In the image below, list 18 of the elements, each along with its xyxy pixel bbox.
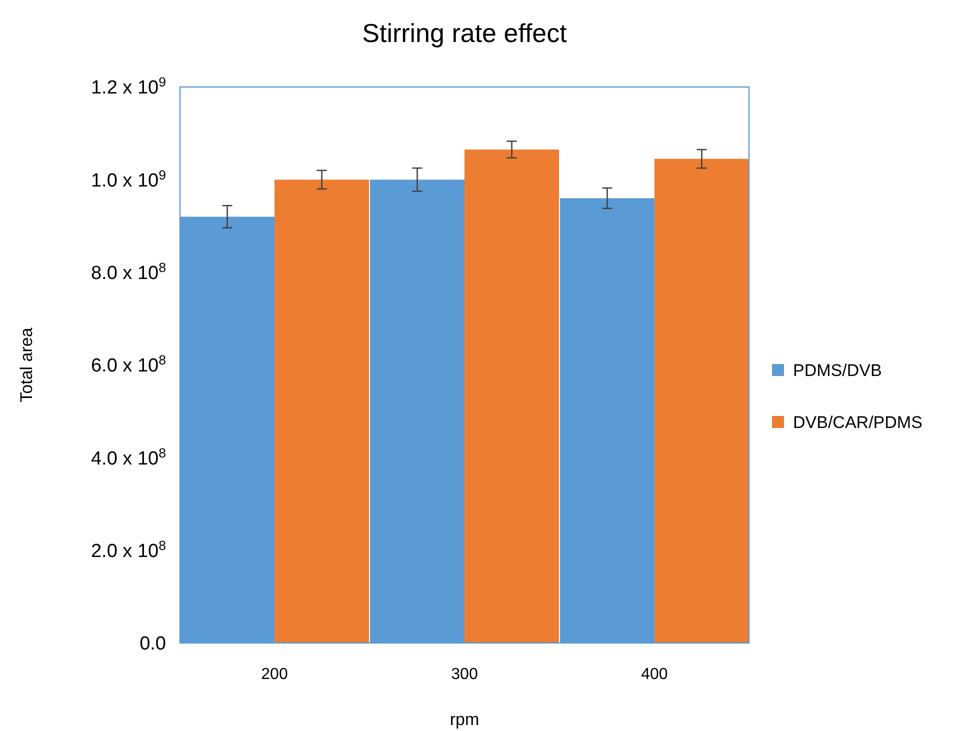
y-tick-label: 0.0 (140, 634, 166, 655)
bar (654, 158, 749, 643)
y-tick-label: 1.2 x 10$^{9}$ (90, 74, 166, 99)
y-tick-label: 1.0 x 10$^{9}$ (90, 166, 166, 192)
y-tick-label: 8.0 x 10$^{8}$ (90, 259, 166, 284)
legend-label: DVB/CAR/PDMS (793, 412, 922, 432)
x-tick-label: 300 (451, 666, 478, 683)
x-axis-title: rpm (450, 710, 480, 729)
chart-title: Stirring rate effect (362, 18, 568, 48)
y-tick-label: 4.0 x 10$^{8}$ (90, 444, 166, 470)
x-tick-label: 400 (641, 666, 668, 683)
y-tick-label: 2.0 x 10$^{8}$ (90, 537, 166, 562)
bar (464, 150, 560, 643)
x-tick-label: 200 (261, 666, 288, 683)
y-tick-label: 6.0 x 10$^{8}$ (90, 352, 166, 377)
y-axis-title: Total area (17, 327, 36, 402)
bar (274, 180, 370, 643)
legend-label: PDMS/DVB (793, 360, 882, 380)
